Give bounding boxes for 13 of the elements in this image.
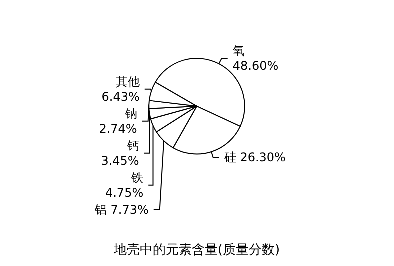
data-label: 6.43%: [102, 90, 140, 104]
slice-label: 氧: [232, 44, 245, 58]
slice-label: 铝 7.73%: [94, 202, 149, 217]
data-label: 3.45%: [101, 154, 140, 168]
data-label: 48.60%: [232, 59, 279, 74]
slice-label: 钠: [124, 106, 138, 121]
slice-label: 硅 26.30%: [223, 150, 286, 165]
slice-label: 钙: [126, 138, 140, 153]
slice-label: 铁: [130, 170, 144, 185]
data-label: 4.75%: [105, 186, 144, 200]
slice-label: 其他: [116, 74, 140, 89]
text: 地壳中的元素含量(质量分数): [112, 243, 280, 258]
data-label: 2.74%: [99, 122, 138, 136]
